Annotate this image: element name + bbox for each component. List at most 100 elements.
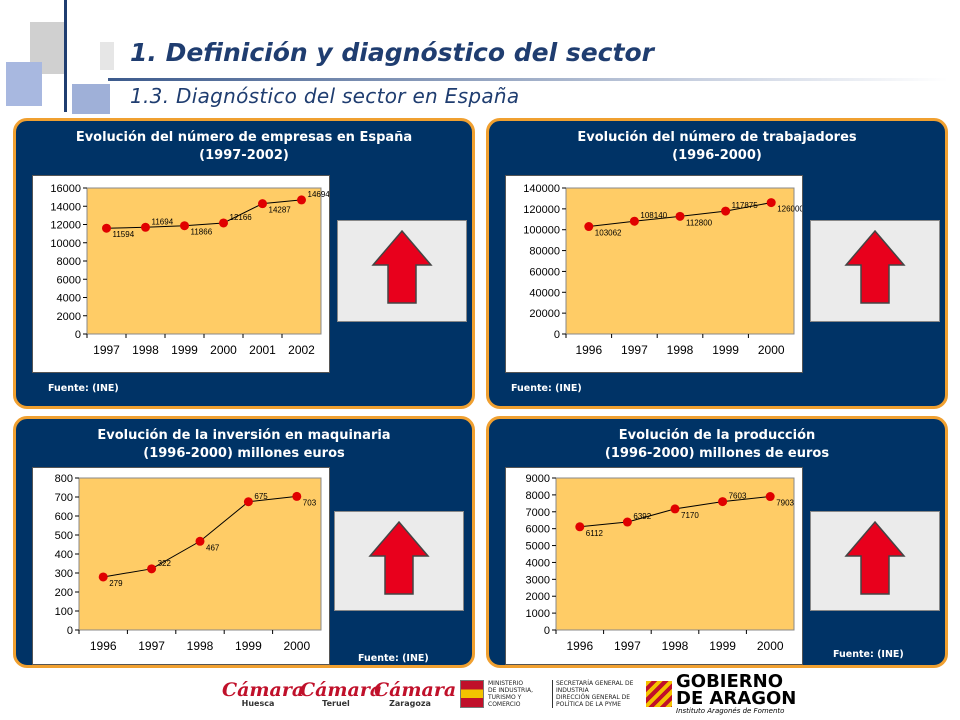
data-label: 12166 <box>230 213 253 222</box>
header-decoration <box>0 0 120 118</box>
x-tick-label: 2000 <box>757 639 784 653</box>
data-point <box>575 522 585 532</box>
data-label: 11694 <box>152 217 174 226</box>
data-point <box>629 216 639 226</box>
logo-camara-teruel: Cámara Teruel <box>300 678 383 708</box>
chart-produccion: 9000 8000 7000 6000 5000 4000 3000 2000 1000 0 199… <box>505 467 803 665</box>
y-tick-label: 14000 <box>50 201 81 213</box>
data-point <box>297 195 306 205</box>
up-arrow-icon <box>844 520 906 595</box>
data-label: 279 <box>109 579 123 588</box>
y-tick-label: 6000 <box>57 274 81 286</box>
x-tick-label: 2000 <box>758 343 785 357</box>
y-tick-label: 200 <box>55 587 73 599</box>
logo-gobierno-aragon: GOBIERNO DE ARAGON Instituto Aragonés de … <box>676 671 797 716</box>
x-tick-label: 1997 <box>614 639 641 653</box>
y-tick-label: 400 <box>55 549 73 561</box>
y-tick-label: 1000 <box>526 608 550 620</box>
x-tick-label: 2000 <box>210 343 237 357</box>
data-point <box>584 222 594 232</box>
data-label: 322 <box>158 559 172 568</box>
up-arrow-icon <box>371 229 433 304</box>
panel-title: Evolución de la producción (1996-2000) m… <box>604 428 830 461</box>
trend-box <box>810 511 940 611</box>
panel-title: Evolución del número de empresas en Espa… <box>75 130 413 163</box>
data-point <box>102 223 111 233</box>
y-tick-label: 8000 <box>526 490 550 502</box>
y-tick-label: 8000 <box>57 256 81 268</box>
data-point <box>141 222 150 232</box>
panel-inversion: Evolución de la inversión en maquinaria … <box>13 416 475 668</box>
x-tick-label: 1999 <box>712 343 739 357</box>
y-tick-label: 9000 <box>526 473 550 485</box>
x-tick-label: 1997 <box>93 343 120 357</box>
data-point <box>292 491 302 501</box>
data-label: 126000 <box>777 205 802 214</box>
data-point <box>765 492 775 502</box>
aragon-flag-icon <box>646 681 672 707</box>
y-tick-label: 140000 <box>523 183 560 195</box>
logo-camara-zaragoza: Cámara Zaragoza <box>374 678 457 708</box>
y-tick-label: 40000 <box>529 287 560 299</box>
data-label: 14287 <box>269 206 292 215</box>
data-label: 117875 <box>732 201 759 210</box>
data-point <box>147 564 157 574</box>
x-tick-label: 1996 <box>90 639 117 653</box>
y-tick-label: 100 <box>55 606 73 618</box>
up-arrow-icon <box>844 229 906 304</box>
x-tick-label: 1998 <box>132 343 159 357</box>
data-label: 112800 <box>686 218 713 227</box>
data-label: 11594 <box>113 230 135 239</box>
data-label: 7903 <box>776 499 794 508</box>
data-point <box>219 218 228 228</box>
x-tick-label: 2000 <box>283 639 310 653</box>
data-label: 467 <box>206 543 220 552</box>
y-tick-label: 5000 <box>526 541 550 553</box>
y-tick-label: 16000 <box>50 183 81 195</box>
x-tick-label: 1999 <box>235 639 262 653</box>
data-label: 11866 <box>191 228 213 237</box>
x-tick-label: 1996 <box>575 343 602 357</box>
data-label: 675 <box>254 492 268 501</box>
panel-title: Evolución del número de trabajadores (19… <box>577 130 857 163</box>
y-tick-label: 300 <box>55 568 73 580</box>
data-point <box>622 517 632 527</box>
trend-box <box>334 511 464 611</box>
source-note: Fuente: (INE) <box>48 383 119 394</box>
series-line <box>106 199 302 229</box>
page-subtitle: 1.3. Diagnóstico del sector en España <box>130 84 520 108</box>
source-note: Fuente: (INE) <box>833 649 904 660</box>
trend-box <box>337 220 467 322</box>
y-tick-label: 100000 <box>523 225 560 237</box>
y-tick-label: 2000 <box>526 591 550 603</box>
data-point <box>675 211 685 221</box>
x-tick-label: 1996 <box>566 639 593 653</box>
data-point <box>718 497 728 507</box>
x-tick-label: 2001 <box>249 343 276 357</box>
x-tick-label: 1999 <box>171 343 198 357</box>
panel-title: Evolución de la inversión en maquinaria … <box>97 428 391 461</box>
x-tick-label: 1998 <box>662 639 689 653</box>
y-tick-label: 4000 <box>57 293 81 305</box>
data-point <box>670 504 680 514</box>
plot-area <box>86 187 322 335</box>
data-point <box>721 206 731 216</box>
panel-produccion: Evolución de la producción (1996-2000) m… <box>486 416 948 668</box>
plot-area <box>565 187 795 335</box>
data-label: 703 <box>303 498 317 507</box>
y-tick-label: 0 <box>67 625 73 637</box>
data-point <box>243 497 253 507</box>
y-tick-label: 0 <box>544 625 550 637</box>
source-note: Fuente: (INE) <box>511 383 582 394</box>
chart-trabajadores: 140000 120000 100000 80000 60000 40000 20000 0 1… <box>505 175 803 373</box>
y-tick-label: 800 <box>55 473 73 485</box>
data-point <box>98 572 108 582</box>
data-label: 7170 <box>681 511 699 520</box>
data-label: 6392 <box>633 512 651 521</box>
source-note: Fuente: (INE) <box>358 653 429 664</box>
logo-secretaria: SECRETARÍA GENERAL DE INDUSTRIA DIRECCIÓN … <box>552 680 636 708</box>
data-label: 7603 <box>729 492 747 501</box>
y-tick-label: 2000 <box>57 311 81 323</box>
up-arrow-icon <box>368 520 430 595</box>
footer-logos: Cámara Huesca Cámara Teruel Cámara Zaragoza… <box>222 671 942 716</box>
